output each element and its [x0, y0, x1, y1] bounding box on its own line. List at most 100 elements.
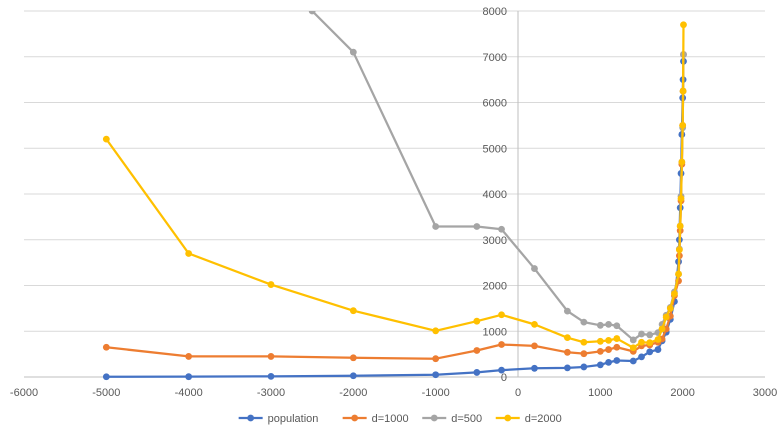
data-point — [646, 348, 654, 356]
data-point — [580, 350, 588, 358]
x-tick-label: -3000 — [257, 387, 285, 399]
data-point — [473, 223, 481, 230]
data-point — [349, 48, 357, 56]
data-point — [596, 337, 604, 345]
data-point — [432, 327, 440, 335]
data-point — [658, 325, 666, 333]
data-point — [531, 342, 538, 350]
data-point — [564, 348, 571, 356]
data-point — [613, 343, 621, 351]
legend-item: d=2000 — [495, 413, 562, 425]
x-tick-label: 1000 — [588, 387, 612, 399]
data-point — [675, 270, 682, 278]
data-point — [676, 222, 684, 230]
x-tick-label: 3000 — [753, 387, 777, 399]
data-point — [613, 357, 621, 364]
series-line — [105, 24, 685, 349]
data-point — [531, 320, 538, 328]
series-d=1000 — [102, 51, 687, 363]
x-tick-label: -6000 — [10, 387, 38, 399]
x-tick-label: 2000 — [670, 387, 694, 399]
y-tick-label: 3000 — [483, 235, 507, 247]
legend-marker — [247, 414, 255, 422]
data-point — [432, 223, 440, 230]
data-point — [580, 338, 588, 346]
data-point — [638, 353, 645, 361]
data-point — [638, 338, 645, 346]
data-point — [680, 21, 687, 29]
y-tick-label: 4000 — [483, 189, 507, 201]
data-point — [564, 364, 571, 372]
data-point — [671, 290, 678, 298]
legend-marker — [351, 414, 359, 422]
data-point — [605, 337, 612, 344]
data-point — [679, 121, 687, 129]
data-point — [646, 339, 654, 347]
data-point — [349, 372, 357, 380]
data-point — [473, 347, 481, 354]
data-point — [102, 135, 110, 143]
data-point — [646, 331, 654, 339]
data-point — [629, 357, 637, 365]
data-point — [675, 246, 683, 254]
x-tick-label: -2000 — [339, 387, 367, 399]
series-line — [106, 61, 685, 378]
y-tick-label: 8000 — [483, 6, 507, 18]
data-point — [564, 334, 571, 342]
data-point — [102, 373, 110, 381]
data-point — [662, 313, 670, 321]
data-point — [613, 322, 621, 330]
x-tick-label: -5000 — [92, 387, 120, 399]
legend: population d=1000 d=500 d=2000 — [238, 413, 562, 425]
data-point — [498, 341, 505, 348]
data-point — [531, 364, 538, 372]
data-point — [605, 346, 612, 353]
data-point — [498, 311, 505, 319]
series-line — [106, 54, 685, 360]
data-point — [677, 195, 685, 202]
x-tick-labels: -6000 -5000 -4000 -3000 -2000 -1000 0 1000 2000 3… — [10, 387, 777, 399]
data-point — [596, 361, 604, 369]
data-point — [349, 354, 357, 362]
y-tick-label: 6000 — [483, 98, 507, 110]
data-point — [564, 307, 571, 315]
data-point — [638, 330, 645, 338]
y-tick-label: 0 — [501, 372, 507, 384]
legend-item: population — [238, 413, 318, 425]
legend-item: d=500 — [422, 413, 482, 425]
x-tick-label: -1000 — [422, 387, 450, 399]
data-point — [267, 353, 275, 360]
data-point — [613, 335, 621, 342]
series-d=2000 — [102, 21, 687, 352]
data-point — [654, 336, 662, 343]
data-point — [629, 336, 637, 344]
data-point — [596, 347, 604, 355]
data-point — [185, 353, 193, 360]
legend-label: d=500 — [451, 413, 482, 425]
y-tick-label: 1000 — [483, 326, 507, 338]
legend-marker — [504, 414, 512, 422]
gridlines — [24, 10, 765, 332]
data-point — [678, 158, 686, 166]
data-point — [473, 317, 481, 325]
data-point — [498, 366, 505, 374]
data-point — [308, 11, 316, 15]
y-tick-label: 2000 — [483, 281, 507, 293]
data-point — [666, 304, 674, 312]
data-point — [605, 320, 612, 328]
data-point — [185, 250, 193, 257]
data-point — [679, 87, 687, 95]
y-tick-labels: 0 1000 2000 3000 4000 5000 6000 7000 8000 — [483, 6, 507, 384]
data-point — [102, 343, 110, 351]
data-point — [473, 369, 481, 376]
data-point — [629, 344, 637, 352]
data-point — [596, 321, 604, 329]
data-point — [432, 371, 440, 379]
data-point — [498, 225, 505, 233]
data-point — [531, 265, 538, 272]
y-tick-label: 7000 — [483, 52, 507, 64]
data-point — [349, 307, 357, 315]
series-population — [102, 57, 687, 381]
legend-label: d=2000 — [525, 413, 562, 425]
